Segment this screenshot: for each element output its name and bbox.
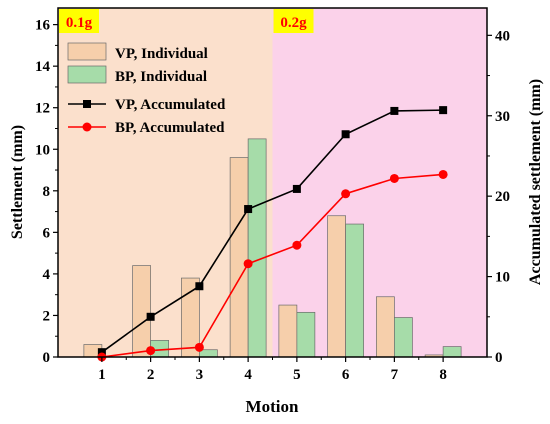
point-bp-accumulated-2 bbox=[146, 346, 156, 356]
x-tick: 8 bbox=[439, 367, 447, 383]
point-vp-accumulated-1 bbox=[97, 348, 106, 357]
x-tick: 2 bbox=[147, 367, 155, 383]
y-tick-left: 6 bbox=[43, 225, 51, 241]
y-tick-left: 12 bbox=[35, 101, 50, 117]
region-label: 0.2g bbox=[280, 15, 307, 31]
x-tick: 5 bbox=[293, 367, 301, 383]
region-label: 0.1g bbox=[66, 15, 93, 31]
x-tick: 1 bbox=[98, 367, 106, 383]
point-bp-accumulated-4 bbox=[243, 259, 253, 269]
y-tick-right: 10 bbox=[495, 270, 510, 286]
legend-label: BP, Individual bbox=[115, 69, 207, 85]
bar-bp-individual-6 bbox=[345, 223, 364, 358]
y-axis-right-label: Accumulated settlement (mm) bbox=[527, 79, 544, 285]
bar-vp-individual-4 bbox=[229, 157, 249, 358]
y-tick-left: 2 bbox=[43, 308, 51, 324]
bar-bp-individual-8 bbox=[442, 346, 462, 358]
line-bp-accumulated bbox=[101, 173, 444, 358]
point-vp-accumulated-5 bbox=[292, 184, 301, 193]
x-tick: 7 bbox=[391, 367, 399, 383]
y-tick-left: 0 bbox=[43, 350, 51, 366]
point-vp-accumulated-8 bbox=[439, 106, 448, 115]
y-tick-right: 0 bbox=[495, 350, 503, 366]
legend-label: VP, Individual bbox=[115, 46, 208, 62]
y-tick-left: 8 bbox=[43, 184, 51, 200]
legend-label: BP, Accumulated bbox=[115, 120, 225, 136]
legend: VP, Individual BP, Individual VP, Accumula… bbox=[67, 42, 226, 136]
y-tick-left: 14 bbox=[35, 59, 51, 75]
y-axis-left-label: Settlement (mm) bbox=[9, 125, 26, 239]
bar-vp-individual-2 bbox=[132, 265, 151, 358]
point-bp-accumulated-7 bbox=[389, 173, 399, 183]
y-tick-right: 30 bbox=[495, 109, 510, 125]
point-vp-accumulated-6 bbox=[341, 130, 350, 139]
y-tick-left: 4 bbox=[43, 267, 51, 283]
bar-vp-individual-7 bbox=[376, 296, 395, 358]
region-label-box bbox=[273, 9, 314, 33]
x-tick: 6 bbox=[342, 367, 350, 383]
bar-bp-individual-7 bbox=[394, 317, 413, 358]
x-tick: 4 bbox=[244, 367, 252, 383]
legend-swatch bbox=[67, 65, 107, 84]
point-vp-accumulated-3 bbox=[195, 282, 204, 291]
point-vp-accumulated-2 bbox=[146, 312, 155, 321]
y-tick-left: 16 bbox=[35, 18, 51, 34]
point-vp-accumulated-7 bbox=[390, 106, 399, 115]
legend-swatch bbox=[67, 42, 107, 61]
point-vp-accumulated-4 bbox=[244, 205, 253, 214]
bar-bp-individual-5 bbox=[296, 311, 316, 358]
point-bp-accumulated-3 bbox=[194, 342, 204, 352]
bar-bp-individual-4 bbox=[247, 138, 267, 358]
y-tick-right: 40 bbox=[495, 28, 510, 44]
x-axis-label: Motion bbox=[246, 397, 299, 416]
y-tick-right: 20 bbox=[495, 189, 510, 205]
region-label-box bbox=[59, 9, 99, 33]
y-tick-left: 10 bbox=[35, 142, 50, 158]
point-bp-accumulated-6 bbox=[341, 189, 351, 199]
x-tick: 3 bbox=[196, 367, 204, 383]
point-bp-accumulated-5 bbox=[292, 240, 302, 250]
bar-vp-individual-6 bbox=[327, 215, 346, 358]
bar-vp-individual-5 bbox=[278, 304, 298, 358]
legend-label: VP, Accumulated bbox=[115, 97, 226, 113]
legend-marker bbox=[83, 100, 91, 108]
legend-marker bbox=[82, 122, 92, 132]
point-bp-accumulated-8 bbox=[438, 169, 448, 179]
line-vp-accumulated bbox=[101, 109, 444, 353]
